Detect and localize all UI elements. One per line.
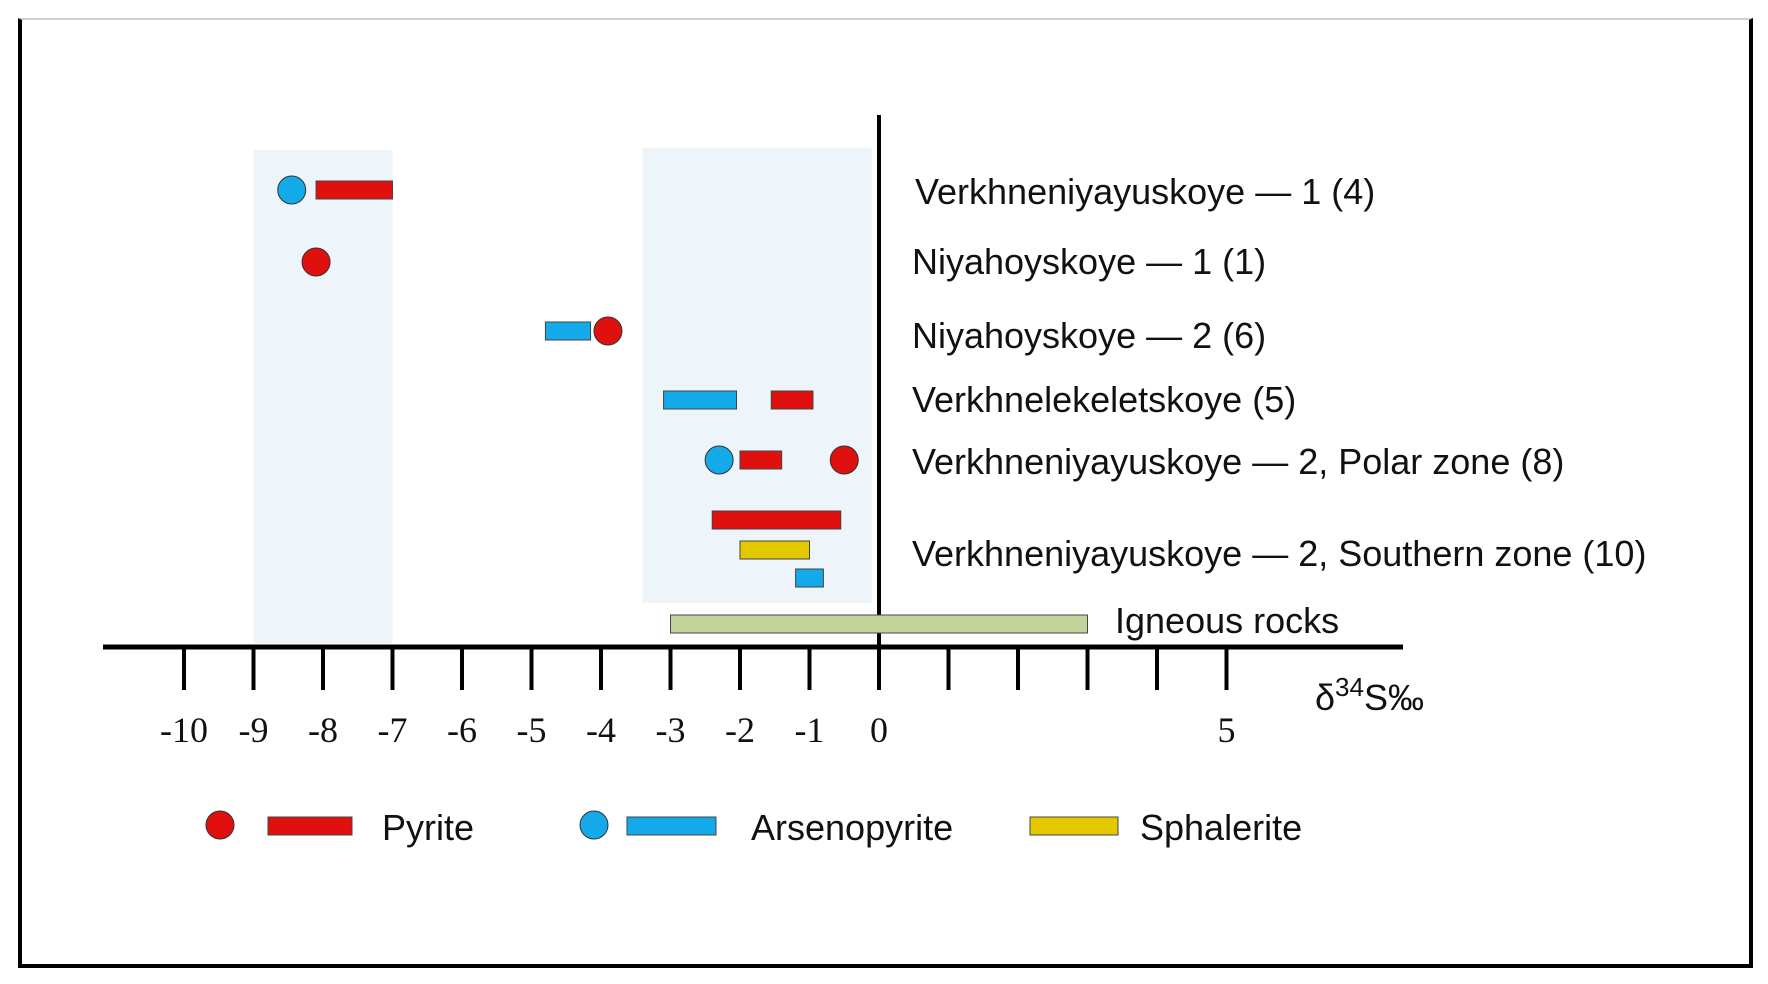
legend-arsenopyrite-bar xyxy=(626,816,717,836)
pyrite-range xyxy=(315,180,393,200)
x-tick-label: 0 xyxy=(870,710,888,750)
legend-sphalerite-label: Sphalerite xyxy=(1140,807,1302,848)
legend-arsenopyrite-point xyxy=(579,810,609,840)
deposit-label: Igneous rocks xyxy=(1115,600,1339,641)
x-tick-label: -4 xyxy=(586,710,616,750)
shaded-range-1 xyxy=(253,150,393,643)
shaded-range-2 xyxy=(642,148,873,603)
pyrite-range xyxy=(739,450,783,470)
sphalerite-range xyxy=(739,540,810,560)
igneous-range xyxy=(670,614,1088,634)
deposit-label: Verkhnelekeletskoye (5) xyxy=(912,379,1296,420)
pyrite-range xyxy=(770,390,814,410)
legend-sphalerite-bar xyxy=(1029,816,1119,836)
x-tick-label: -3 xyxy=(656,710,686,750)
deposit-label: Verkhneniyayuskoye — 1 (4) xyxy=(915,171,1375,212)
pyrite-range xyxy=(711,510,842,530)
x-tick-label: -7 xyxy=(378,710,408,750)
arsenopyrite-point xyxy=(704,445,734,475)
pyrite-point xyxy=(301,247,331,277)
x-tick-label: -8 xyxy=(308,710,338,750)
x-tick-label: -1 xyxy=(795,710,825,750)
x-tick-label: -9 xyxy=(239,710,269,750)
x-tick-label: -10 xyxy=(160,710,208,750)
legend-pyrite-label: Pyrite xyxy=(382,807,474,848)
pyrite-point xyxy=(829,445,859,475)
legend-arsenopyrite-label: Arsenopyrite xyxy=(751,807,953,848)
x-tick-label: 5 xyxy=(1218,710,1236,750)
deposit-label: Niyahoyskoye — 1 (1) xyxy=(912,241,1266,282)
x-tick-label: -2 xyxy=(725,710,755,750)
deposit-label: Verkhneniyayuskoye — 2, Polar zone (8) xyxy=(912,441,1564,482)
deposit-label: Verkhneniyayuskoye — 2, Southern zone (1… xyxy=(912,533,1646,574)
arsenopyrite-range xyxy=(544,321,592,341)
x-axis-title: δ34S‰ xyxy=(1315,672,1424,718)
x-tick-label: -6 xyxy=(447,710,477,750)
arsenopyrite-range xyxy=(795,568,824,588)
deposit-label: Niyahoyskoye — 2 (6) xyxy=(912,315,1266,356)
legend-pyrite-point xyxy=(205,810,235,840)
pyrite-point xyxy=(593,316,623,346)
x-tick-label: -5 xyxy=(517,710,547,750)
arsenopyrite-range xyxy=(663,390,738,410)
arsenopyrite-point xyxy=(277,175,307,205)
legend-pyrite-bar xyxy=(267,816,353,836)
